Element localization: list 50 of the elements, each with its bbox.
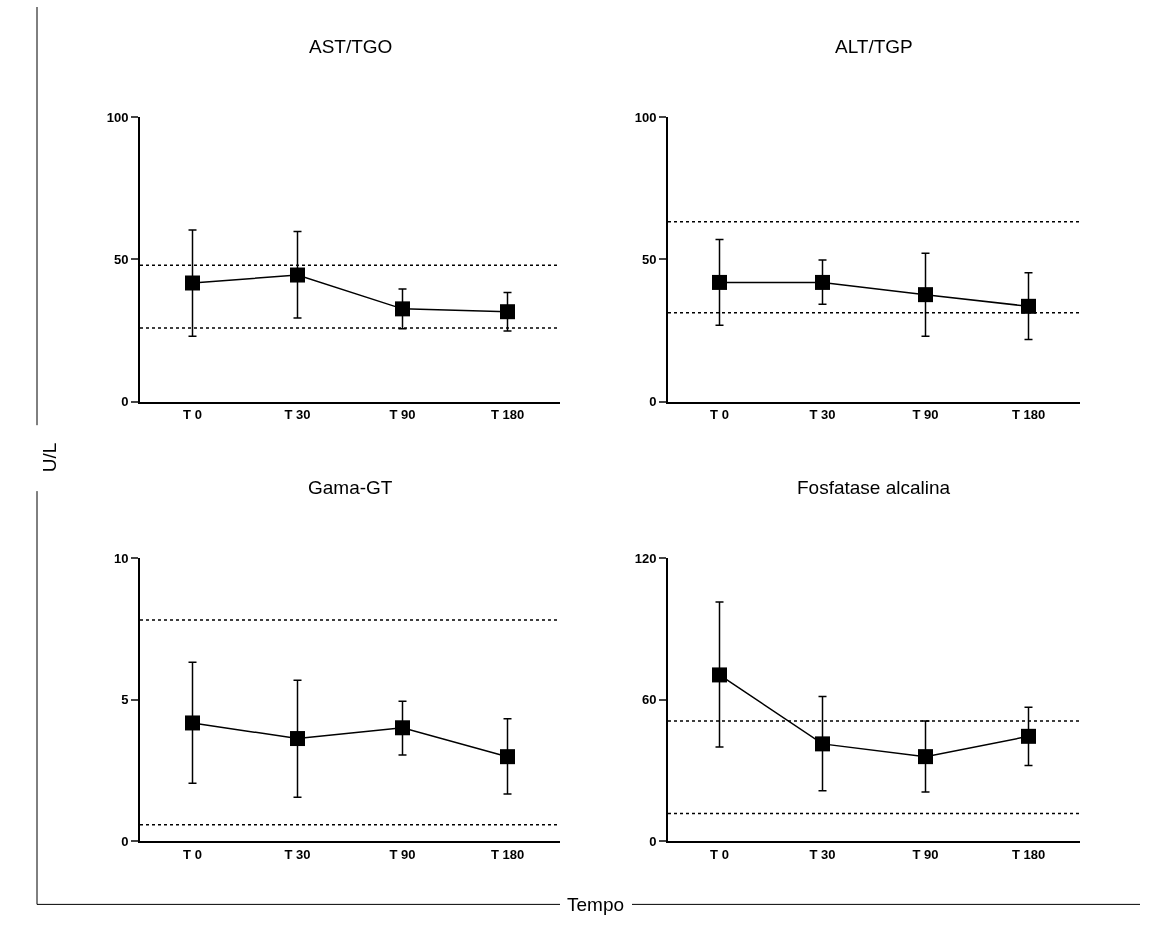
x-tick-label: T 0 xyxy=(183,407,202,423)
x-tick-label: T 180 xyxy=(1011,847,1046,863)
y-tick-label: 5 xyxy=(121,692,129,708)
y-tick-label: 0 xyxy=(649,833,657,849)
point xyxy=(918,749,933,765)
point xyxy=(395,720,410,736)
y-axis-title: U/L xyxy=(38,442,60,473)
x-tick-label: T 90 xyxy=(912,847,939,863)
chart-title: AST/TGO xyxy=(309,36,393,57)
x-tick-label: T 0 xyxy=(710,407,729,423)
x-tick-label: T 0 xyxy=(710,847,729,863)
point xyxy=(185,275,200,291)
chart-title: Gama-GT xyxy=(308,477,393,498)
point xyxy=(395,301,410,317)
y-tick-label: 50 xyxy=(641,251,657,267)
point xyxy=(815,274,830,290)
y-tick-label: 10 xyxy=(113,550,129,566)
point xyxy=(290,267,305,283)
x-axis-title: Tempo xyxy=(567,894,625,915)
point xyxy=(712,667,727,683)
point xyxy=(500,749,515,765)
x-tick-label: T 180 xyxy=(1011,407,1046,423)
x-tick-label: T 30 xyxy=(809,847,836,863)
y-tick-label: 100 xyxy=(106,109,129,125)
y-tick-label: 0 xyxy=(121,394,129,410)
x-tick-label: T 90 xyxy=(389,847,416,863)
y-tick-label: 0 xyxy=(121,833,129,849)
point xyxy=(290,731,305,747)
x-tick-label: T 0 xyxy=(183,847,202,863)
point xyxy=(500,304,515,320)
x-tick-label: T 30 xyxy=(284,407,311,423)
y-tick-label: 120 xyxy=(634,550,657,566)
point xyxy=(1021,298,1036,314)
x-tick-label: T 30 xyxy=(284,847,311,863)
point xyxy=(815,736,830,752)
y-tick-label: 100 xyxy=(634,109,657,125)
point xyxy=(1021,728,1036,744)
x-tick-label: T 180 xyxy=(490,847,525,863)
chart-title: ALT/TGP xyxy=(835,36,913,57)
x-tick-label: T 90 xyxy=(912,407,939,423)
point xyxy=(918,287,933,303)
y-tick-label: 60 xyxy=(641,692,657,708)
chart-title: Fosfatase alcalina xyxy=(797,477,951,498)
y-tick-label: 50 xyxy=(113,251,129,267)
y-tick-label: 0 xyxy=(649,394,657,410)
point xyxy=(712,274,727,290)
x-tick-label: T 30 xyxy=(809,407,836,423)
point xyxy=(185,715,200,731)
x-tick-label: T 90 xyxy=(389,407,416,423)
x-tick-label: T 180 xyxy=(490,407,525,423)
